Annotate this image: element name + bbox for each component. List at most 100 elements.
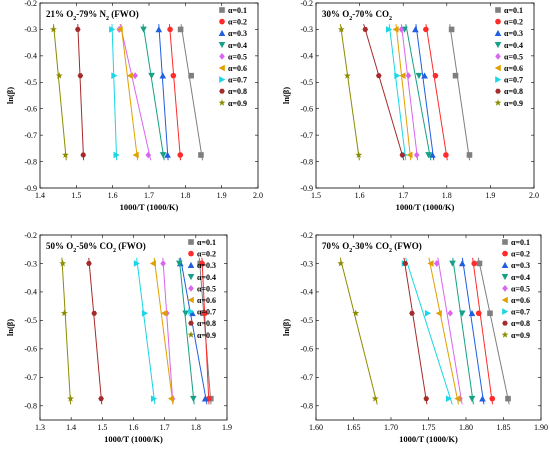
legend-label: α=0.2: [197, 250, 216, 259]
data-point: [164, 309, 170, 317]
legend-marker: [218, 29, 226, 36]
fit-line: [403, 257, 428, 405]
series-9: [59, 257, 74, 405]
data-point: [394, 72, 401, 79]
fit-line: [120, 24, 139, 161]
data-point: [199, 260, 205, 267]
series-8: [402, 257, 430, 405]
y-tick-label: -0.2: [24, 231, 37, 240]
data-point: [505, 395, 511, 402]
legend-label: α=0.9: [511, 331, 530, 340]
data-point: [189, 309, 196, 317]
x-tick-label: 1.85: [497, 423, 511, 432]
y-tick-label: -0.7: [24, 131, 37, 140]
plot-frame: [315, 2, 535, 189]
fit-line: [415, 24, 435, 161]
y-tick-label: -0.8: [300, 402, 313, 411]
data-point: [386, 26, 393, 33]
y-axis-title: ln(β): [281, 87, 291, 104]
fit-line: [388, 24, 407, 161]
x-axis-title: 1000/T (1000/K): [104, 434, 163, 444]
legend-marker: [495, 76, 502, 83]
data-point: [352, 309, 360, 317]
legend-label: α=0.3: [511, 261, 530, 270]
data-point: [148, 72, 155, 79]
legend-marker: [501, 274, 509, 281]
series-9: [337, 24, 363, 161]
data-point: [398, 26, 405, 33]
data-point: [164, 151, 171, 158]
legend-marker: [219, 88, 225, 94]
data-point: [109, 26, 116, 33]
y-tick-label: -0.3: [24, 259, 37, 268]
legend: α=0.1 α=0.2 α=0.3 α=0.4 α=0.5 α=0.6 α=0.7 α=0.8…: [187, 238, 216, 340]
data-point: [177, 26, 184, 33]
legend-label: α=0.5: [197, 284, 216, 293]
data-point: [466, 152, 473, 158]
legend-label: α=0.2: [504, 18, 523, 27]
fit-line: [400, 24, 419, 161]
x-tick-label: 1.8: [442, 191, 452, 200]
fit-line: [405, 24, 432, 161]
legend-marker: [494, 29, 502, 36]
y-tick-label: -0.4: [300, 52, 313, 61]
x-tick-label: 1.75: [422, 423, 436, 432]
y-tick-label: -0.4: [24, 52, 37, 61]
data-point: [201, 395, 209, 402]
y-tick-label: -0.8: [24, 157, 37, 166]
legend-marker: [187, 274, 195, 281]
data-point: [452, 72, 459, 79]
series-6: [116, 24, 139, 161]
legend-marker: [187, 296, 194, 304]
y-tick-label: -0.8: [300, 157, 313, 166]
series-9: [50, 24, 69, 161]
y-tick-label: -0.3: [300, 25, 313, 34]
x-tick-label: 1.8: [180, 191, 190, 200]
legend-marker: [494, 99, 502, 106]
data-point: [476, 260, 483, 267]
data-point: [202, 310, 208, 317]
fit-line: [179, 257, 208, 405]
legend-label: α=0.6: [228, 64, 247, 73]
legend-marker: [188, 320, 194, 326]
fit-line: [88, 257, 103, 405]
data-point: [362, 27, 369, 32]
data-point: [468, 309, 476, 317]
panel-title: 21% O2-79% N2 (FWO): [46, 9, 139, 22]
legend-label: α=0.9: [504, 99, 523, 108]
legend-label: α=0.4: [228, 41, 247, 50]
data-point: [198, 152, 204, 158]
data-point: [429, 151, 436, 158]
legend-label: α=0.6: [197, 296, 216, 305]
fit-line: [53, 24, 67, 161]
y-tick-label: -0.7: [300, 373, 313, 382]
data-point: [62, 151, 69, 158]
data-point: [423, 26, 429, 33]
x-tick-label: 1.7: [160, 423, 170, 432]
y-tick-label: -0.5: [300, 316, 313, 325]
data-point: [355, 151, 363, 158]
y-tick-label: -0.3: [300, 259, 313, 268]
y-tick-label: -0.2: [24, 0, 37, 8]
data-point: [55, 72, 63, 79]
data-point: [86, 261, 92, 266]
fit-line: [180, 24, 204, 161]
series-4: [176, 257, 197, 405]
x-tick-label: 1.7: [144, 191, 154, 200]
fit-line: [405, 257, 453, 405]
x-tick-label: 1.6: [108, 191, 118, 200]
legend-marker: [188, 250, 194, 257]
legend-label: α=0.1: [197, 238, 216, 247]
legend-marker: [218, 64, 225, 72]
legend-label: α=0.9: [197, 331, 216, 340]
data-point: [443, 152, 449, 158]
y-tick-label: -0.7: [24, 373, 37, 382]
series-3: [412, 24, 436, 161]
legend-marker: [502, 250, 508, 257]
data-point: [155, 26, 163, 33]
data-point: [479, 395, 486, 402]
legend-label: α=0.8: [504, 87, 523, 96]
legend-marker: [502, 239, 508, 245]
legend-marker: [219, 7, 225, 13]
legend-label: α=0.2: [511, 250, 530, 259]
